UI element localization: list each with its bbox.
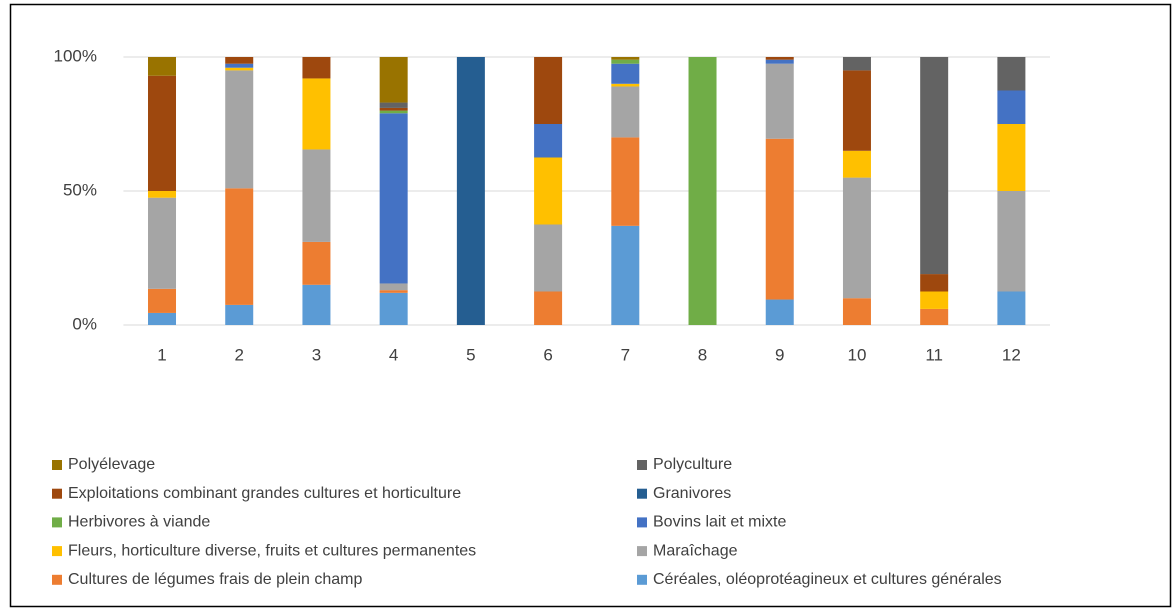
bar-segment: [225, 57, 254, 64]
x-tick-label: 3: [312, 345, 321, 364]
legend-swatch: [52, 546, 62, 557]
bar-segment: [534, 291, 563, 325]
bar-segment: [611, 59, 640, 64]
bar-segment: [225, 304, 254, 325]
bar-segment: [379, 290, 408, 293]
y-tick-label: 0%: [72, 314, 97, 333]
bar-segment: [611, 225, 640, 325]
bar-segment: [225, 70, 254, 189]
x-tick-label: 9: [775, 345, 784, 364]
bar-segment: [842, 177, 871, 299]
bar-segment: [148, 288, 177, 313]
bar-segment: [148, 312, 177, 325]
bar-segment: [997, 291, 1026, 325]
bar-segment: [842, 57, 871, 71]
legend-label: Maraîchage: [653, 542, 738, 559]
bar-segment: [611, 86, 640, 138]
bar-segment: [379, 292, 408, 325]
legend-swatch: [52, 574, 62, 585]
bar-segment: [379, 102, 408, 108]
bar-segment: [765, 299, 794, 325]
bar-segment: [997, 124, 1026, 191]
bar-segment: [611, 83, 640, 87]
legend-swatch: [52, 460, 62, 470]
x-tick-label: 1: [157, 345, 166, 364]
bar-segment: [534, 124, 563, 158]
x-tick-label: 7: [621, 345, 630, 364]
bar-segment: [920, 308, 949, 325]
bar-segment: [534, 224, 563, 292]
legend-label: Cultures de légumes frais de plein champ: [68, 571, 362, 588]
x-tick-label: 11: [925, 345, 943, 364]
bar-segment: [842, 70, 871, 151]
bar-segment: [225, 188, 254, 305]
legend-swatch: [52, 488, 62, 499]
bar-segment: [456, 57, 485, 325]
bar-segment: [148, 197, 177, 289]
bar-segment: [534, 157, 563, 225]
legend-label: Céréales, oléoprotéagineux et cultures g…: [653, 571, 1002, 588]
bar-segment: [148, 191, 177, 198]
bar-segment: [997, 57, 1026, 91]
x-tick-label: 10: [847, 345, 866, 364]
bar-segment: [534, 57, 563, 124]
bar-segment: [765, 138, 794, 300]
y-tick-label: 50%: [63, 180, 97, 199]
bar-segment: [302, 78, 331, 150]
bar-segment: [765, 57, 794, 60]
legend-swatch: [637, 517, 647, 528]
legend-swatch: [637, 488, 647, 499]
legend-swatch: [637, 546, 647, 557]
bar-segment: [765, 59, 794, 64]
x-tick-label: 8: [698, 345, 707, 364]
bar-segment: [302, 241, 331, 285]
legend-swatch: [637, 460, 647, 470]
bar-segment: [611, 137, 640, 226]
bar-segment: [302, 57, 331, 79]
legend-swatch: [52, 517, 62, 528]
x-tick-label: 12: [1002, 345, 1021, 364]
legend-label: Exploitations combinant grandes cultures…: [68, 485, 461, 502]
bar-segment: [225, 67, 254, 71]
bar-segment: [997, 191, 1026, 292]
bar-segment: [765, 63, 794, 139]
bar-segment: [302, 284, 331, 325]
bar-segment: [302, 149, 331, 242]
bar-segment: [842, 150, 871, 178]
legend-label: Fleurs, horticulture diverse, fruits et …: [68, 542, 476, 559]
bar-segment: [688, 57, 717, 325]
legend-label: Polyculture: [653, 456, 732, 473]
y-tick-label: 100%: [54, 46, 97, 65]
bar-segment: [997, 90, 1026, 124]
bar-segment: [920, 291, 949, 309]
legend-swatch: [637, 574, 647, 585]
legend-label: Granivores: [653, 485, 731, 502]
bar-segment: [920, 57, 949, 275]
bar-segment: [148, 75, 177, 191]
bar-segment: [379, 107, 408, 111]
x-tick-label: 4: [389, 345, 398, 364]
bar-segment: [225, 63, 254, 68]
bar-segment: [379, 113, 408, 284]
x-tick-label: 5: [466, 345, 475, 364]
bar-segment: [611, 63, 640, 84]
legend-label: Bovins lait et mixte: [653, 514, 786, 531]
x-tick-label: 6: [543, 345, 552, 364]
legend-label: Polyélevage: [68, 456, 155, 473]
bar-segment: [379, 283, 408, 291]
x-tick-label: 2: [234, 345, 243, 364]
legend-label: Herbivores à viande: [68, 514, 210, 531]
chart-border: [9, 3, 1172, 608]
bar-segment: [920, 274, 949, 292]
bar-segment: [379, 110, 408, 114]
bar-segment: [148, 57, 177, 76]
bar-segment: [611, 57, 640, 60]
bar-segment: [379, 57, 408, 103]
bar-segment: [842, 298, 871, 325]
